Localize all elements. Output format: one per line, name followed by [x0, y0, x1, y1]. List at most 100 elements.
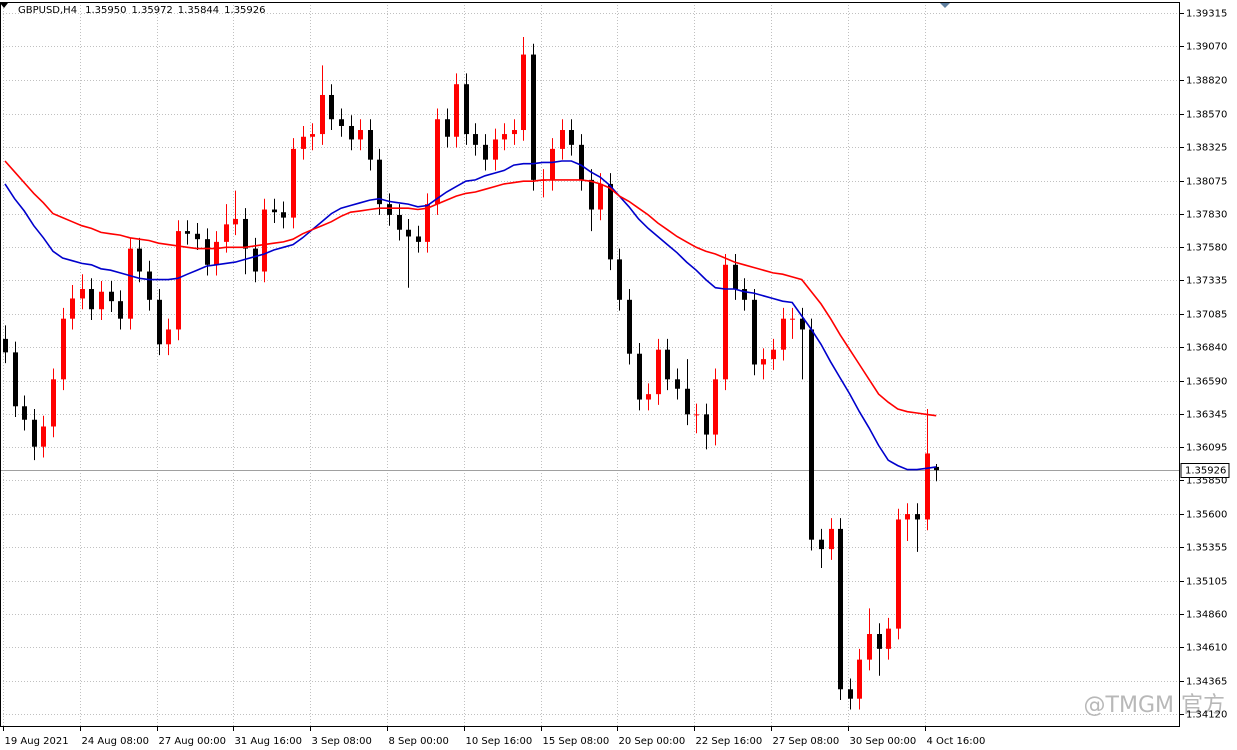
x-tick-label: 31 Aug 16:00 [235, 736, 302, 747]
candle-body [790, 318, 795, 320]
candle-body [886, 628, 891, 649]
y-tick-label: 1.38075 [1186, 177, 1227, 188]
candle-body [166, 329, 171, 345]
candle-body [80, 289, 85, 299]
candle-body [22, 406, 27, 420]
candle-body [915, 514, 920, 520]
candle-body [425, 204, 430, 242]
candle-body [838, 528, 843, 690]
candle-body [70, 298, 75, 319]
candle-body [262, 209, 267, 272]
y-tick-label: 1.39315 [1186, 9, 1227, 20]
candle-body [109, 291, 114, 302]
y-tick-label: 1.35850 [1186, 476, 1227, 487]
candle-body [368, 130, 373, 160]
candle-body [41, 426, 46, 447]
candle-body [589, 179, 594, 210]
candle-body [617, 259, 622, 300]
x-tick-label: 27 Aug 00:00 [159, 736, 226, 747]
y-tick-label: 1.35105 [1186, 577, 1227, 588]
x-tick-label: 8 Sep 00:00 [389, 736, 449, 747]
symbol: GBPUSD,H4 [18, 5, 77, 16]
y-tick-label: 1.38570 [1186, 110, 1227, 121]
x-tick-label: 20 Sep 00:00 [619, 736, 686, 747]
close: 1.35926 [224, 5, 265, 16]
candle-body [560, 130, 565, 149]
candle-body [387, 204, 392, 215]
candle-body [291, 148, 296, 218]
candle-body [464, 84, 469, 135]
candle-body [675, 379, 680, 389]
y-tick-label: 1.39070 [1186, 42, 1227, 53]
candle-body [637, 353, 642, 400]
y-tick-label: 1.38325 [1186, 143, 1227, 154]
candle-body [685, 388, 690, 415]
candle-body [301, 136, 306, 149]
candle-body [224, 224, 229, 242]
candle-body [579, 144, 584, 180]
x-tick-label: 3 Sep 08:00 [312, 736, 372, 747]
x-tick-label: 4 Oct 16:00 [927, 736, 986, 747]
candle-body [416, 236, 421, 242]
x-tick-label: 22 Sep 16:00 [696, 736, 763, 747]
candle-body [253, 248, 258, 272]
candle-body [157, 299, 162, 345]
candle-body [243, 218, 248, 249]
candle-body [713, 379, 718, 435]
candle-body [214, 241, 219, 265]
y-tick-label: 1.34610 [1186, 643, 1227, 654]
candle-body [435, 119, 440, 205]
y-tick-label: 1.36345 [1186, 410, 1227, 421]
shift-marker [940, 3, 950, 8]
header: GBPUSD,H4 1.35950 1.35972 1.35844 1.35926 [18, 5, 266, 16]
candle-body [377, 159, 382, 205]
last-price-label: 1.35926 [1185, 466, 1226, 477]
plot-frame [0, 2, 1180, 727]
y-tick-label: 1.36840 [1186, 343, 1227, 354]
candle-body [848, 689, 853, 699]
candle-body [867, 634, 872, 660]
moving-average [4, 160, 937, 471]
x-tick-label: 27 Sep 08:00 [773, 736, 840, 747]
candle-body [800, 318, 805, 330]
candle-body [473, 134, 478, 145]
y-tick-label: 1.37085 [1186, 310, 1227, 321]
moving-average [4, 160, 937, 417]
candle-body [723, 264, 728, 380]
candle-body [176, 231, 181, 330]
y-tick-label: 1.34120 [1186, 710, 1227, 721]
candle-body [137, 248, 142, 272]
candle-body [147, 271, 152, 300]
candle-body [483, 144, 488, 160]
candle-body [512, 130, 517, 135]
y-tick-label: 1.37335 [1186, 276, 1227, 287]
candle-body [13, 352, 18, 407]
candle-body [569, 130, 574, 145]
candle-body [397, 214, 402, 230]
candle-body [310, 134, 315, 137]
x-tick-label: 15 Sep 08:00 [543, 736, 610, 747]
watermark: @TMGM 官方 [1084, 693, 1225, 718]
y-tick-label: 1.38820 [1186, 76, 1227, 87]
high: 1.35972 [131, 5, 172, 16]
y-tick-label: 1.35600 [1186, 510, 1227, 521]
candle-body [733, 264, 738, 290]
candle-body [752, 299, 757, 365]
candle-body [502, 134, 507, 140]
candle-body [281, 212, 286, 218]
candle-body [99, 291, 104, 310]
candle-body [320, 94, 325, 135]
candle-body [521, 54, 526, 131]
menu-arrow [0, 3, 8, 8]
candle-body [809, 329, 814, 540]
candle-body [598, 183, 603, 210]
candle-body [829, 528, 834, 550]
candle-body [358, 130, 363, 140]
candle-body [195, 233, 200, 240]
candle-body [89, 289, 94, 310]
x-tick-label: 30 Sep 00:00 [850, 736, 917, 747]
x-tick-label: 19 Aug 2021 [5, 736, 69, 747]
candle-body [32, 419, 37, 447]
